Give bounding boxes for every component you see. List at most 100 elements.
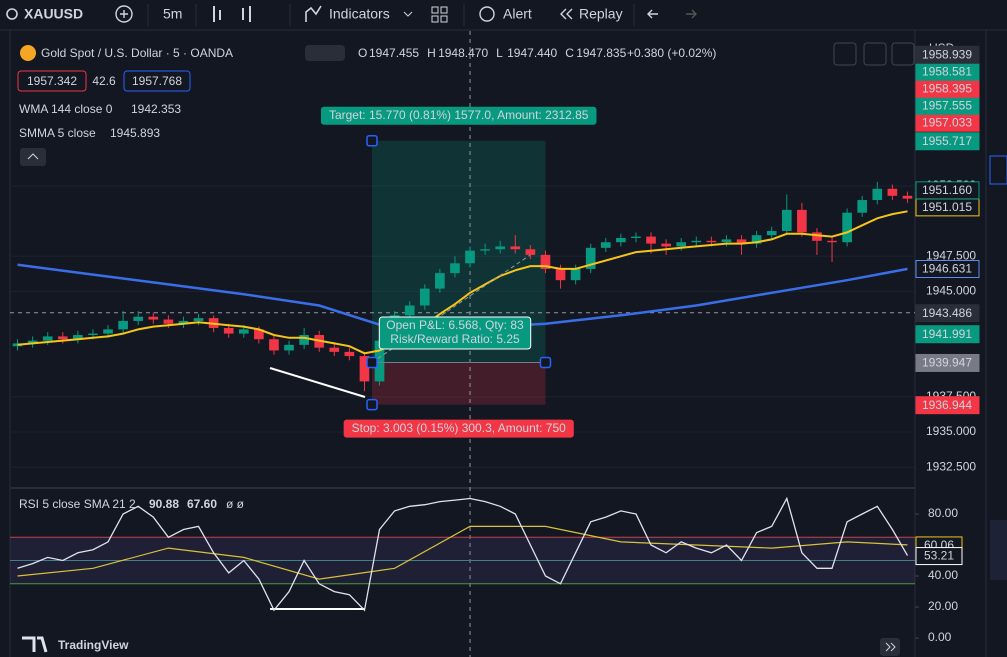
candle-body <box>480 249 490 251</box>
price-badge-label: 1951.015 <box>922 200 972 214</box>
rsi-sma-value: 67.60 <box>187 497 217 511</box>
rsi-tick-label: 20.00 <box>928 599 958 613</box>
collapse-icon <box>27 153 39 160</box>
price-badge-label: 1936.944 <box>922 398 972 412</box>
candle-body <box>329 347 340 352</box>
wma-label: WMA 144 close 0 <box>19 102 113 116</box>
tool-handle[interactable] <box>539 356 552 369</box>
rsi-value: 90.88 <box>149 497 179 511</box>
redo[interactable] <box>686 9 697 19</box>
y-tick-label: 1945.000 <box>926 284 976 298</box>
candle-body <box>419 288 430 306</box>
ohlc-value: 1947.455 <box>369 46 419 60</box>
candle-body <box>163 319 174 324</box>
price-badge-label: 1957.555 <box>922 98 972 112</box>
sidebar-item[interactable] <box>989 155 1007 185</box>
symbol-title: Gold Spot / U.S. Dollar · 5 · OANDA <box>41 46 233 60</box>
price-badge-label: 1951.160 <box>922 183 972 197</box>
rsi-label: RSI 5 close SMA 21 2 <box>19 497 136 511</box>
price-badge-label: 1958.939 <box>922 47 972 61</box>
search-icon[interactable] <box>6 8 18 20</box>
candle-body <box>374 340 385 382</box>
pane-button[interactable] <box>891 42 915 66</box>
price-badge <box>915 181 980 200</box>
toolbar <box>0 0 1007 30</box>
tool-handle[interactable] <box>366 135 378 147</box>
candle-body <box>827 240 837 243</box>
scroll-icon <box>885 642 896 652</box>
collapse-button[interactable] <box>20 148 46 166</box>
candle-body <box>721 239 732 243</box>
tool-handle[interactable] <box>366 356 378 369</box>
candle-body <box>299 335 309 345</box>
candle-body <box>616 237 626 243</box>
y-tick-label: 1935.000 <box>926 424 976 438</box>
chart-type-icons[interactable] <box>213 6 251 22</box>
candle-body <box>631 236 641 238</box>
alert-icon <box>479 6 495 22</box>
candle-body <box>193 318 204 321</box>
candle-body <box>495 246 506 250</box>
undo[interactable] <box>647 9 658 19</box>
price-badge-label: 1958.395 <box>922 81 972 95</box>
candle-body <box>404 305 415 316</box>
trend-line <box>269 367 366 398</box>
candle-body <box>797 209 807 233</box>
pane-button[interactable] <box>833 42 857 66</box>
candle-body <box>842 212 852 243</box>
smma-line <box>17 210 908 355</box>
rsi-tick-label: 40.00 <box>928 568 958 582</box>
interval[interactable]: 5m <box>163 6 182 22</box>
candle-body <box>57 336 68 340</box>
price-badge <box>915 353 980 372</box>
candle-body <box>766 230 777 236</box>
layouts-icon <box>431 15 439 23</box>
rsi-extra: ø ø <box>226 497 245 511</box>
change: +0.380 (+0.02%) <box>627 46 716 60</box>
candle-body <box>148 316 159 320</box>
sell-button[interactable] <box>17 70 87 92</box>
candle-body <box>238 329 249 334</box>
candle-body <box>27 340 38 344</box>
candle-body <box>600 242 611 248</box>
ohlc-value: 1948.470 <box>438 46 488 60</box>
add-symbol-plus <box>120 10 128 18</box>
symbol[interactable]: XAUUSD <box>24 6 83 22</box>
y-tick-label: 1932.500 <box>926 459 976 473</box>
ohlc: O 1947.455 H 1948.470 L 1947.440 C 1947.835 <box>358 46 627 60</box>
ohlc-key: C <box>565 46 574 60</box>
smma-label: SMMA 5 close <box>19 126 96 140</box>
alert[interactable]: Alert <box>503 6 532 22</box>
layouts-icon <box>440 15 448 23</box>
sidebar-item[interactable] <box>990 520 1007 580</box>
candle-body <box>570 268 581 281</box>
candle-body <box>223 327 234 334</box>
candle-body <box>133 316 144 321</box>
candle-body <box>555 268 566 281</box>
price-badge <box>915 396 980 415</box>
candle-body <box>887 188 898 196</box>
stop-label: Stop: 3.003 (0.15%) 300.3, Amount: 750 <box>352 421 566 435</box>
rsi-tick-label: 80.00 <box>928 506 958 520</box>
candle-body <box>736 239 747 244</box>
layouts-icon[interactable] <box>431 6 439 14</box>
candle-body <box>42 336 53 341</box>
add-symbol[interactable] <box>115 5 133 23</box>
candle-body <box>812 232 822 241</box>
indicators[interactable]: Indicators <box>329 6 390 22</box>
spread: 42.6 <box>92 74 116 88</box>
candle-body <box>585 247 596 269</box>
pane-button[interactable] <box>863 42 887 66</box>
stop-zone <box>372 362 546 405</box>
replay[interactable]: Replay <box>579 6 623 22</box>
buy-button[interactable] <box>123 70 191 92</box>
candle-body <box>465 250 475 264</box>
stop-label-box <box>343 419 574 438</box>
sell-price: 1957.342 <box>27 74 77 88</box>
candle-body <box>118 320 128 330</box>
candle-body <box>661 243 671 247</box>
rsi-tick-label: 0.00 <box>928 630 952 644</box>
candle-body <box>676 242 687 247</box>
tool-handle[interactable] <box>366 398 378 411</box>
candle-body <box>450 263 460 274</box>
